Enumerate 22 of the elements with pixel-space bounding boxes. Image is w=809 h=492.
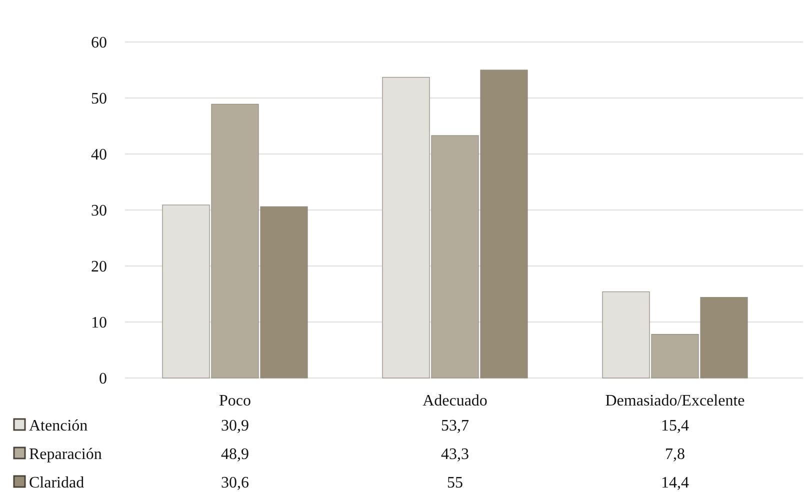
y-tick-label: 40 — [91, 146, 107, 164]
y-tick-label: 30 — [91, 202, 107, 220]
y-tick-label: 10 — [91, 314, 107, 332]
y-tick-label: 0 — [99, 370, 107, 388]
data-label: 30,6 — [221, 474, 249, 492]
data-label: 14,4 — [661, 474, 689, 492]
y-tick-label: 20 — [91, 258, 107, 276]
y-tick-label: 50 — [91, 90, 107, 108]
data-label: 43,3 — [441, 446, 469, 464]
legend-label: Claridad — [29, 474, 84, 492]
legend-label: Reparación — [29, 446, 102, 464]
x-tick-label: Demasiado/Excelente — [605, 392, 745, 410]
data-label: 55 — [447, 474, 463, 492]
data-label: 7,8 — [665, 446, 685, 464]
data-label: 15,4 — [661, 418, 689, 435]
data-label: 48,9 — [221, 446, 249, 464]
x-tick-label: Adecuado — [422, 392, 488, 410]
data-label: 30,9 — [221, 418, 249, 435]
data-label: 53,7 — [441, 418, 469, 435]
y-tick-label: 60 — [91, 34, 107, 52]
legend-label: Atención — [29, 418, 88, 435]
x-tick-label: Poco — [219, 392, 251, 410]
